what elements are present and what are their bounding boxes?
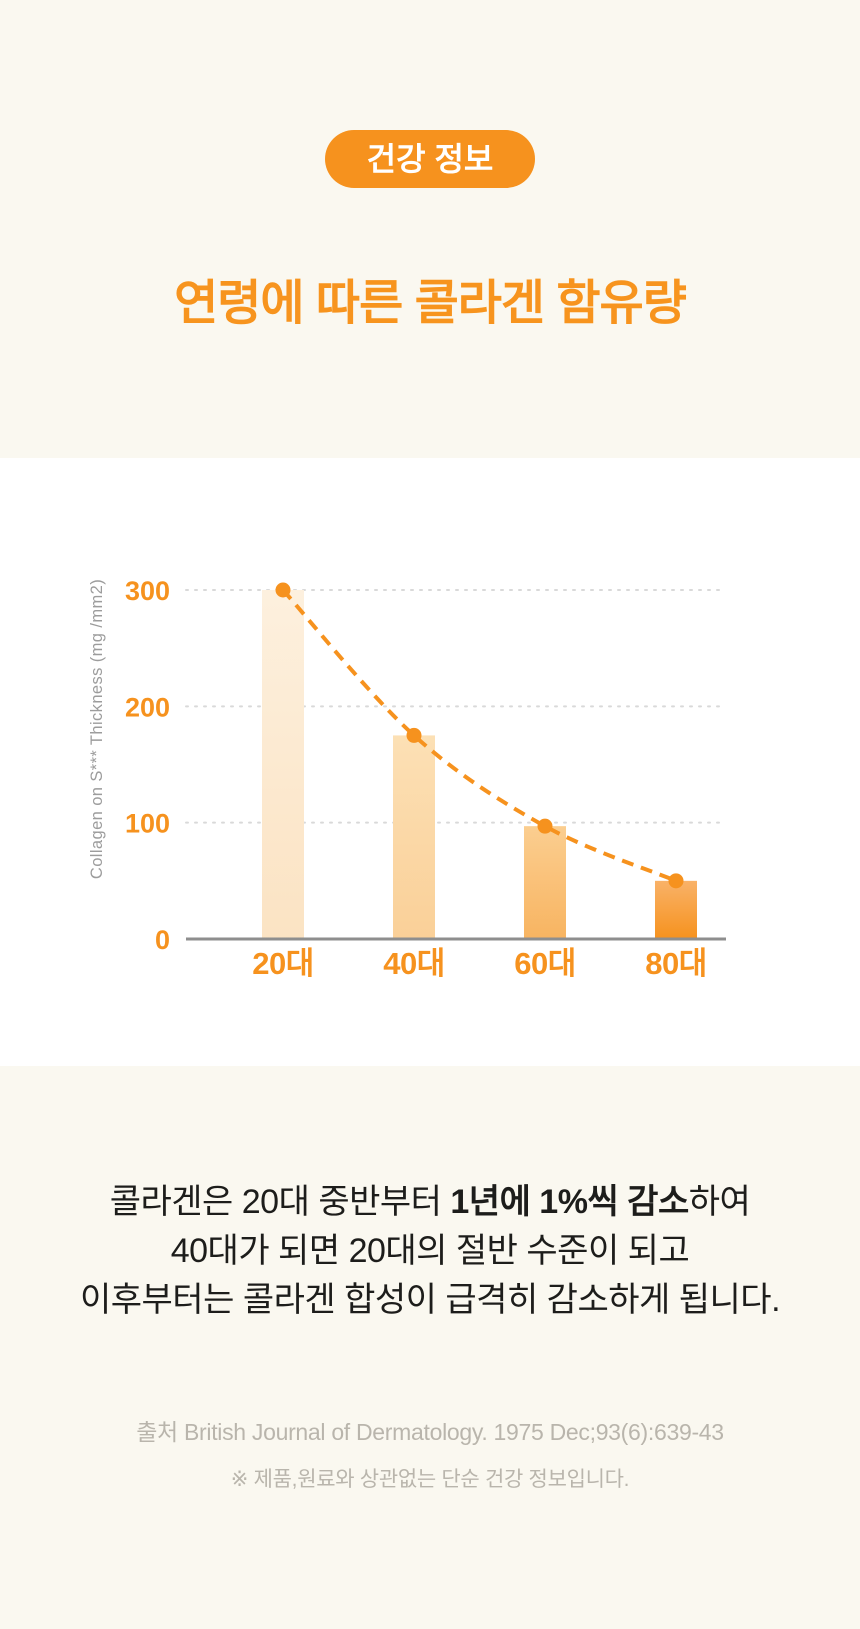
description-section: 콜라겐은 20대 중반부터 1년에 1%씩 감소하여 40대가 되면 20대의 … [0, 1066, 860, 1493]
data-point-20대 [275, 582, 291, 598]
data-point-40대 [406, 727, 422, 743]
chart-panel: 0 100 200 300 Collagen on S*** Thickness (mg… [0, 458, 860, 1066]
collagen-age-chart: 0 100 200 300 Collagen on S*** Thickness (mg… [0, 458, 860, 1071]
x-label-20대: 20대 [252, 946, 314, 981]
data-point-80대 [668, 873, 684, 889]
x-label-60대: 60대 [514, 946, 576, 981]
desc-line1-bold: 1년에 1%씩 감소 [450, 1183, 689, 1221]
y-tick-200: 200 [125, 692, 170, 722]
page-title: 연령에 따른 콜라겐 함유량 [174, 277, 687, 330]
header-section: 건강 정보 연령에 따른 콜라겐 함유량 [0, 0, 860, 333]
desc-line3: 이후부터는 콜라겐 합성이 급격히 감소하게 됩니다. [79, 1281, 781, 1319]
desc-line1-pre: 콜라겐은 20대 중반부터 [109, 1183, 451, 1221]
desc-line1-post: 하여 [688, 1183, 751, 1221]
disclaimer-text: ※ 제품,원료와 상관없는 단순 건강 정보입니다. [230, 1468, 630, 1491]
data-point-60대 [537, 818, 553, 834]
bar-40대 [393, 735, 435, 939]
x-label-80대: 80대 [645, 946, 707, 981]
bar-80대 [655, 880, 697, 939]
bar-60대 [524, 826, 566, 939]
y-tick-0: 0 [155, 925, 170, 955]
description-text: 콜라겐은 20대 중반부터 1년에 1%씩 감소하여 40대가 되면 20대의 … [0, 1178, 860, 1325]
chart-svg: 0 100 200 300 Collagen on S*** Thickness (mg… [88, 576, 727, 981]
y-tick-300: 300 [125, 576, 170, 606]
health-info-badge: 건강 정보 [324, 130, 536, 188]
source-citation: 출처 British Journal of Dermatology. 1975 … [136, 1419, 724, 1445]
desc-line2: 40대가 되면 20대의 절반 수준이 되고 [170, 1232, 690, 1270]
bar-20대 [262, 590, 304, 939]
y-tick-100: 100 [125, 809, 170, 839]
trend-dashed-line [281, 588, 677, 883]
y-axis-label: Collagen on S*** Thickness (mg /mm2) [88, 579, 106, 879]
x-label-40대: 40대 [383, 946, 445, 981]
badge-label: 건강 정보 [366, 141, 494, 177]
